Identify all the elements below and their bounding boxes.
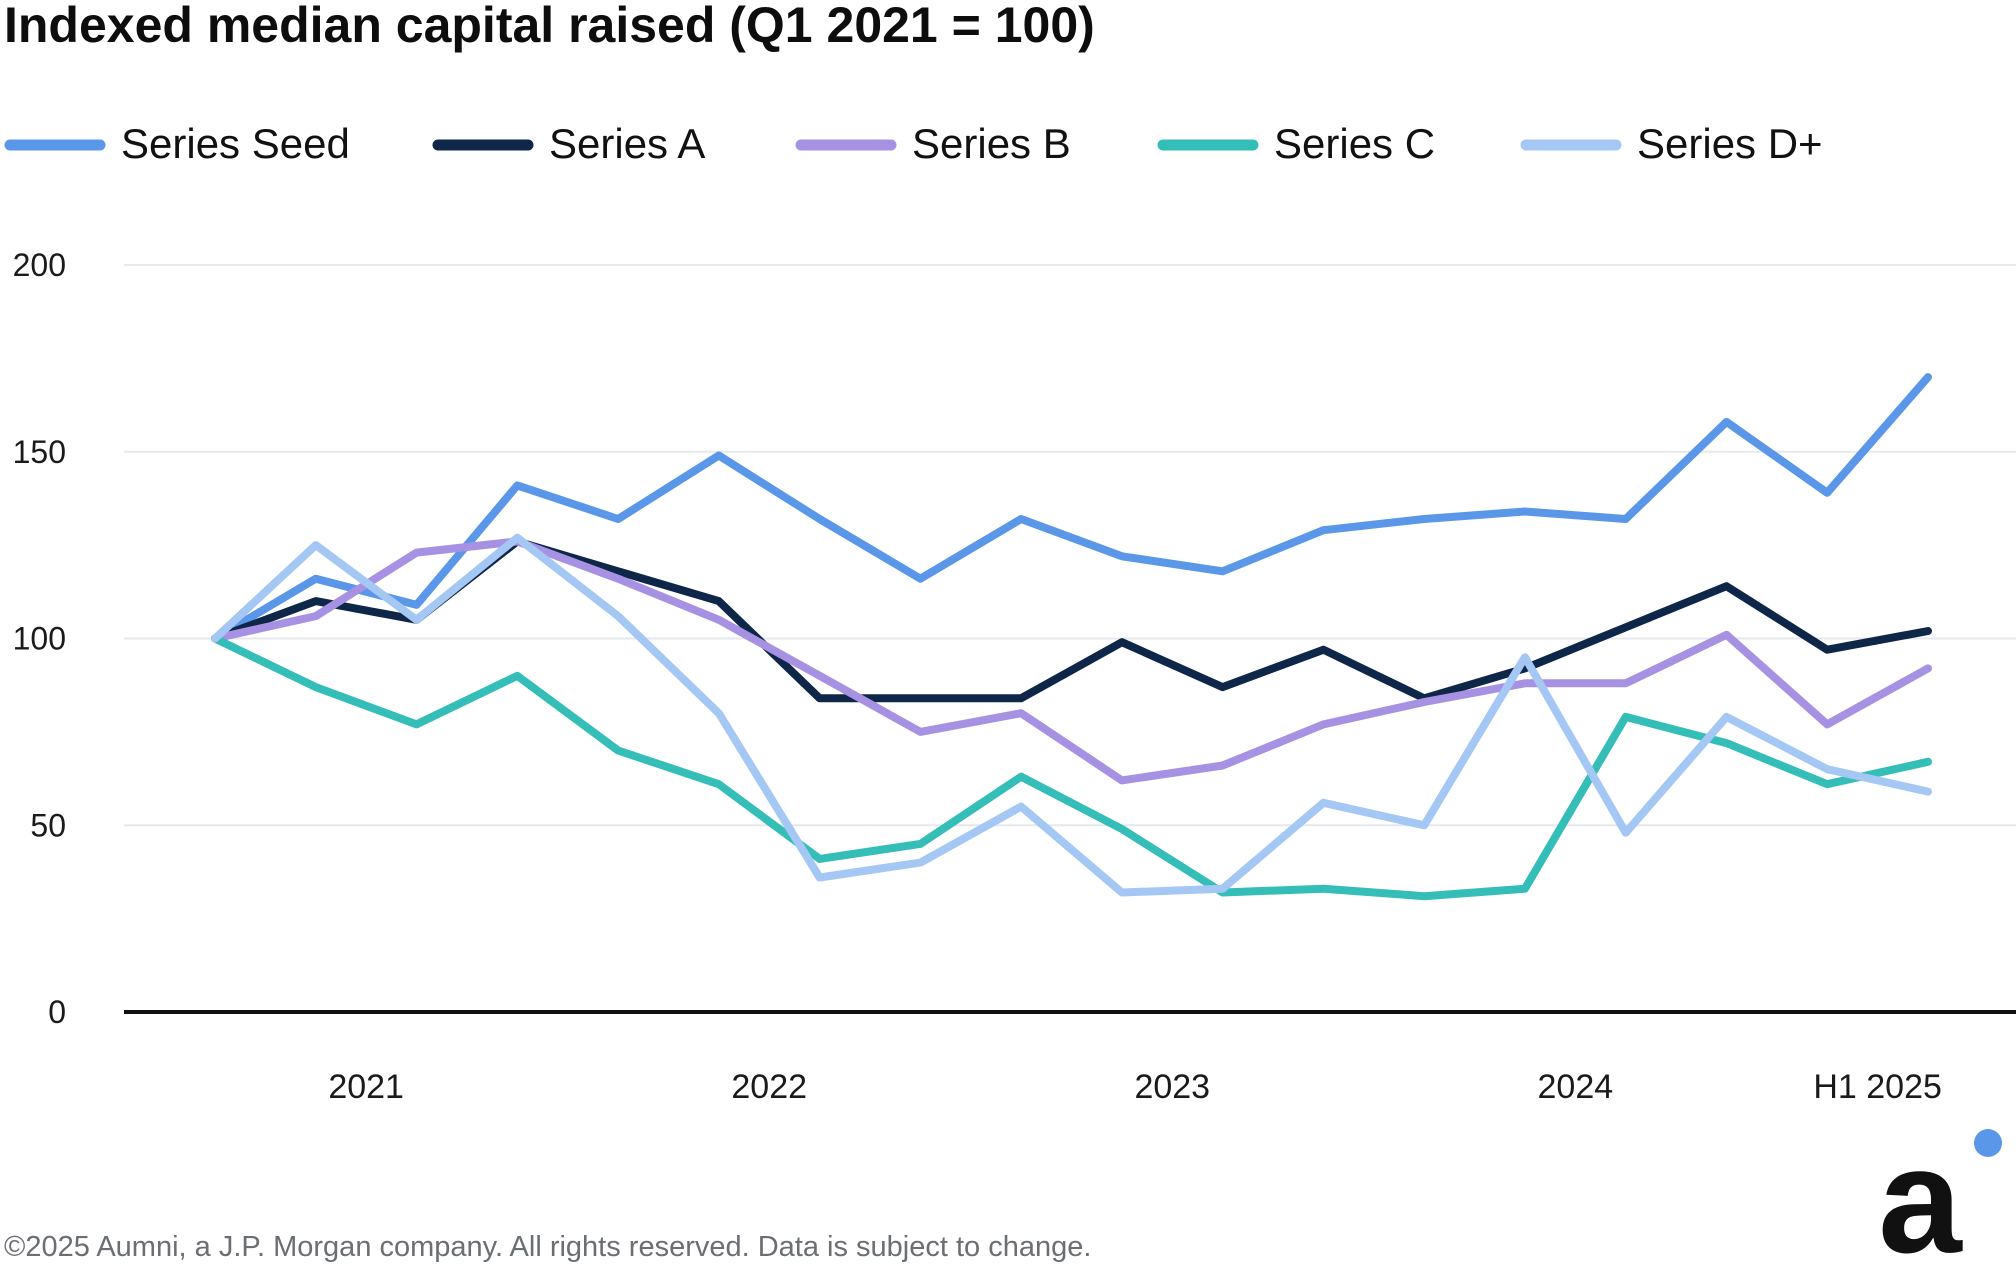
legend-label: Series B bbox=[912, 120, 1071, 167]
x-tick-label: 2022 bbox=[731, 1068, 807, 1106]
x-tick-label: 2021 bbox=[328, 1068, 404, 1106]
x-axis-ticks: 2021 2022 2023 2024 H1 2025 bbox=[328, 1068, 1942, 1106]
legend-item: Series B bbox=[795, 120, 1071, 167]
legend-item: Series Seed bbox=[4, 120, 350, 167]
y-tick-label: 150 bbox=[13, 434, 66, 470]
y-tick-label: 0 bbox=[48, 994, 66, 1030]
legend-label: Series A bbox=[549, 120, 705, 167]
legend-label: Series C bbox=[1274, 120, 1435, 167]
chart-title: Indexed median capital raised (Q1 2021 =… bbox=[4, 0, 1095, 53]
legend-item: Series D+ bbox=[1520, 120, 1823, 167]
series-lines bbox=[211, 373, 1932, 901]
series-line-series-b bbox=[211, 537, 1932, 785]
series-line-series-a bbox=[211, 537, 1932, 703]
y-tick-label: 100 bbox=[13, 621, 66, 657]
aumni-logo: a bbox=[1878, 1116, 2002, 1268]
y-tick-label: 50 bbox=[30, 807, 66, 843]
legend-label: Series Seed bbox=[121, 120, 350, 167]
y-tick-label: 200 bbox=[13, 247, 66, 283]
x-tick-label: 2023 bbox=[1134, 1068, 1210, 1106]
legend-item: Series A bbox=[432, 120, 705, 167]
series-line-series-d bbox=[211, 533, 1932, 897]
series-line-series-seed bbox=[211, 373, 1932, 643]
y-axis-ticks: 0 50 100 150 200 bbox=[13, 247, 66, 1030]
legend-item: Series C bbox=[1157, 120, 1435, 167]
legend-label: Series D+ bbox=[1637, 120, 1823, 167]
aumni-logo-letter: a bbox=[1878, 1116, 1963, 1268]
copyright-footer: ©2025 Aumni, a J.P. Morgan company. All … bbox=[4, 1231, 1091, 1263]
legend: Series Seed Series A Series B Series C Serie… bbox=[4, 120, 1823, 167]
aumni-logo-dot bbox=[1974, 1129, 2002, 1157]
x-tick-label: H1 2025 bbox=[1813, 1068, 1942, 1106]
series-line-series-c bbox=[211, 634, 1932, 901]
x-tick-label: 2024 bbox=[1538, 1068, 1614, 1106]
